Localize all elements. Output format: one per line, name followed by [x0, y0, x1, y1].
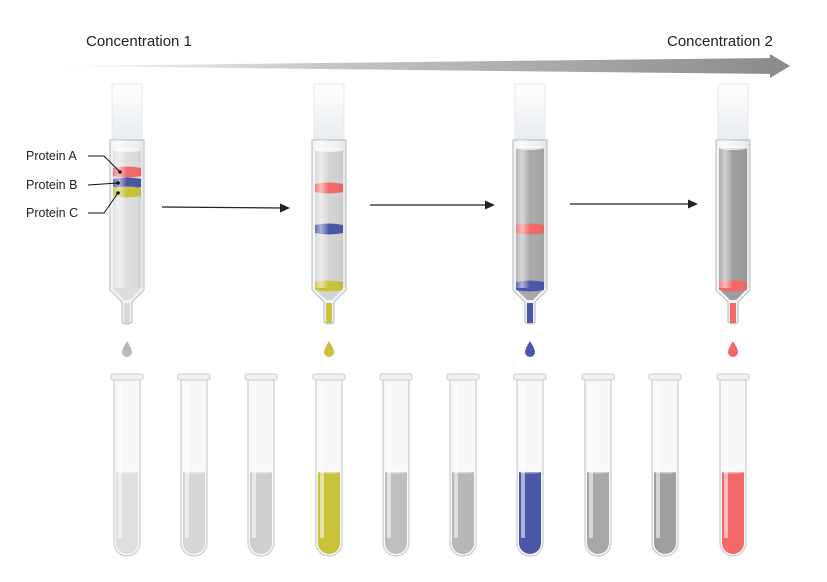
tube-rim: [177, 373, 211, 381]
tube-rim: [379, 373, 413, 381]
fraction-tube-1: [110, 373, 144, 557]
fraction-tube-3: [244, 373, 278, 557]
protein-c-dot: [116, 191, 120, 195]
droplet-1: [122, 341, 132, 357]
protein-a-label: Protein A: [26, 149, 77, 163]
droplet-4: [728, 341, 738, 357]
tube-highlight: [589, 384, 593, 538]
column-reservoir: [717, 83, 749, 147]
concentration-start-label: Concentration 1: [86, 33, 192, 50]
tube-rim: [716, 373, 750, 381]
glass-highlight: [111, 140, 143, 288]
fraction-tube-9: [648, 373, 682, 557]
tube-rim: [648, 373, 682, 381]
droplet-3: [525, 341, 535, 357]
tube-highlight: [252, 384, 256, 538]
tube-rim: [513, 373, 547, 381]
tube-highlight: [185, 384, 189, 538]
columns: [109, 83, 751, 325]
concentration-end-label: Concentration 2: [667, 33, 773, 50]
column-reservoir: [514, 83, 546, 147]
tube-highlight: [724, 384, 728, 538]
column-reservoir: [111, 83, 143, 147]
column-outlet: [326, 303, 332, 323]
fraction-tubes: [110, 373, 750, 557]
tube-highlight: [454, 384, 458, 538]
protein-a-dot: [118, 170, 122, 174]
tube-rim: [244, 373, 278, 381]
protein-a-leader: [88, 155, 121, 173]
droplets: [122, 341, 738, 357]
glass-highlight: [313, 140, 345, 288]
arrow-3: [570, 199, 698, 209]
fraction-tube-10: [716, 373, 750, 557]
tube-rim: [110, 373, 144, 381]
glass-highlight: [717, 140, 749, 288]
arrow-2: [370, 200, 495, 210]
column-4: [715, 83, 751, 325]
tube-rim: [312, 373, 346, 381]
tube-highlight: [656, 384, 660, 538]
droplet-2: [324, 341, 334, 357]
protein-c-leader: [88, 192, 119, 214]
tube-highlight: [320, 384, 324, 538]
fraction-tube-7: [513, 373, 547, 557]
protein-c-label: Protein C: [26, 206, 78, 220]
column-reservoir: [313, 83, 345, 147]
fraction-tube-6: [446, 373, 480, 557]
fraction-tube-2: [177, 373, 211, 557]
tube-rim: [581, 373, 615, 381]
protein-labels: Protein A Protein B Protein C: [26, 149, 122, 220]
fraction-tube-8: [581, 373, 615, 557]
arrow-1: [161, 203, 290, 213]
concentration-gradient-arrow: [55, 54, 790, 78]
tube-highlight: [118, 384, 122, 538]
tube-highlight: [387, 384, 391, 538]
column-1: [109, 83, 145, 325]
glass-highlight: [514, 140, 546, 288]
protein-b-leader: [87, 182, 119, 186]
column-2: [311, 83, 347, 325]
column-3: [512, 83, 548, 325]
process-arrows: [161, 199, 698, 213]
fraction-tube-4: [312, 373, 346, 557]
tube-highlight: [521, 384, 525, 538]
column-outlet: [527, 303, 533, 323]
tube-rim: [446, 373, 480, 381]
column-outlet: [124, 303, 130, 323]
protein-b-dot: [116, 181, 120, 185]
protein-b-label: Protein B: [26, 178, 77, 192]
column-outlet: [730, 303, 736, 323]
fraction-tube-5: [379, 373, 413, 557]
